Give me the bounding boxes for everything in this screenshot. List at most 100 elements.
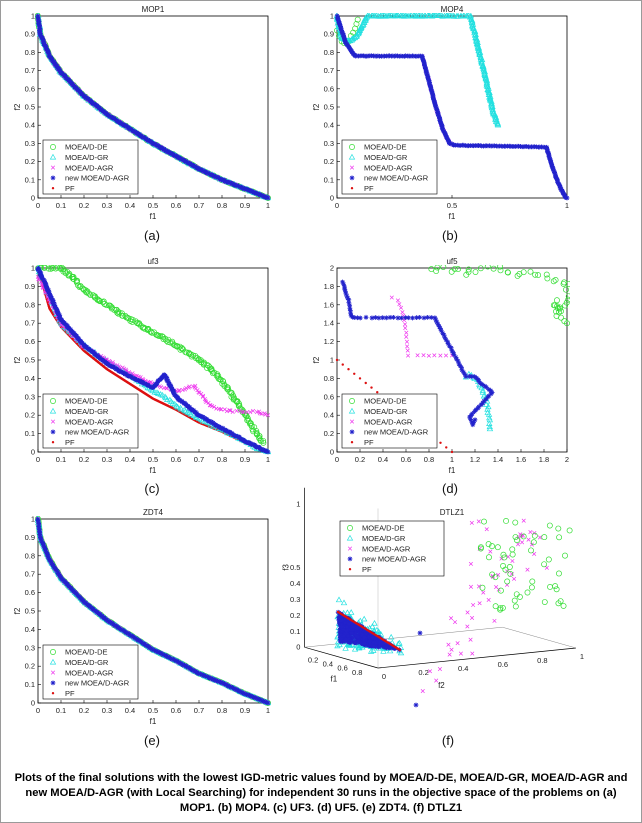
marker-triangle <box>178 405 185 412</box>
x-tick-label: 1 <box>450 455 454 464</box>
x-axis-label: f1 <box>150 212 157 221</box>
marker-dot <box>335 358 339 362</box>
y-tick-label: 0.9 <box>324 30 334 39</box>
x-tick-label: 0.4 <box>125 201 135 210</box>
marker-x <box>110 360 115 365</box>
marker-star <box>242 186 248 191</box>
marker-star <box>222 681 227 687</box>
legend-entry: PF <box>364 184 374 193</box>
marker-star <box>349 429 355 435</box>
y-tick-label: 0.1 <box>25 429 35 438</box>
marker-star <box>428 315 434 320</box>
marker-star <box>376 315 382 321</box>
marker-circle <box>451 265 458 272</box>
z-tick-label: 1 <box>296 500 300 509</box>
legend-entry: MOEA/D-DE <box>364 397 407 406</box>
marker-star <box>485 394 491 400</box>
x-tick-label: 0.8 <box>217 201 227 210</box>
marker-star <box>459 367 465 373</box>
marker-star <box>79 341 85 346</box>
x-tick-label: 0.1 <box>56 455 66 464</box>
marker-star <box>93 353 99 359</box>
marker-circle <box>141 325 148 332</box>
marker-star <box>472 409 477 414</box>
y-tick-label: 0.6 <box>25 337 35 346</box>
x-tick-label: 1 <box>266 706 270 715</box>
marker-star <box>341 34 347 40</box>
y-tick-label: 1.4 <box>324 319 334 328</box>
x-tick-label: 1.6 <box>516 455 526 464</box>
marker-star <box>346 297 352 303</box>
marker-triangle <box>494 119 501 126</box>
marker-star <box>445 339 450 345</box>
marker-circle <box>250 428 257 435</box>
marker-star <box>438 328 444 334</box>
chart-title: uf5 <box>446 257 458 266</box>
y-tick-label: 0 <box>31 699 35 708</box>
marker-star <box>265 449 271 455</box>
marker-star <box>118 121 124 126</box>
chart-title: ZDT4 <box>143 508 164 517</box>
x-tick-label: 0.2 <box>79 455 89 464</box>
panel-label: (d) <box>442 481 458 496</box>
marker-x <box>398 305 404 310</box>
panel-label: (a) <box>144 228 160 243</box>
y-tick-label: 0.2 <box>324 157 334 166</box>
marker-circle <box>103 302 110 309</box>
marker-star <box>234 183 240 188</box>
marker-triangle <box>485 411 493 417</box>
legend-entry: MOEA/D-DE <box>364 143 407 152</box>
marker-circle <box>555 309 562 316</box>
marker-star <box>372 315 378 320</box>
marker-star <box>76 336 82 342</box>
marker-triangle <box>464 13 471 19</box>
legend-entry: MOEA/D-AGR <box>364 417 413 426</box>
marker-star <box>119 627 125 633</box>
marker-x <box>404 339 410 344</box>
y-tick-label: 1.8 <box>324 282 334 291</box>
marker-triangle <box>486 414 493 421</box>
marker-triangle <box>422 13 429 19</box>
x-tick-label: 0.6 <box>337 664 347 673</box>
marker-star <box>405 315 411 321</box>
marker-star <box>56 571 62 577</box>
x-tick-label: 0.5 <box>447 201 457 210</box>
x-tick-label: 0.9 <box>240 706 250 715</box>
marker-circle <box>543 271 550 278</box>
y-tick-label: 1 <box>330 356 334 365</box>
y-tick-label: 0.3 <box>25 392 35 401</box>
y-axis-label: f2 <box>13 607 22 614</box>
marker-circle <box>86 290 93 297</box>
marker-x <box>204 400 209 405</box>
y-tick-label: 0 <box>31 194 35 203</box>
marker-circle <box>177 346 184 353</box>
y-tick-label: 0 <box>330 194 334 203</box>
marker-circle <box>228 389 235 396</box>
marker-star <box>391 314 396 320</box>
marker-circle <box>350 29 357 36</box>
axis-f2 <box>377 647 577 669</box>
marker-dot <box>341 363 344 366</box>
marker-circle <box>465 266 472 273</box>
marker-triangle <box>372 13 379 19</box>
marker-star <box>448 345 454 351</box>
marker-star <box>35 519 41 525</box>
marker-circle <box>497 265 503 270</box>
y-tick-label: 1 <box>31 515 35 524</box>
marker-dot <box>350 187 354 190</box>
marker-triangle <box>437 13 445 18</box>
x-tick-label: 1.8 <box>539 455 549 464</box>
marker-x <box>403 326 408 331</box>
series-layer <box>335 265 570 454</box>
marker-star <box>383 315 389 321</box>
marker-star <box>363 314 369 320</box>
marker-star <box>478 380 483 386</box>
x-tick-label: 1.4 <box>493 455 503 464</box>
marker-triangle <box>492 113 499 120</box>
marker-circle <box>136 321 143 328</box>
y-tick-label: 0.9 <box>25 30 35 39</box>
legend-entry: new MOEA/D-AGR <box>364 428 429 437</box>
x-axis-label: f1 <box>150 466 157 475</box>
